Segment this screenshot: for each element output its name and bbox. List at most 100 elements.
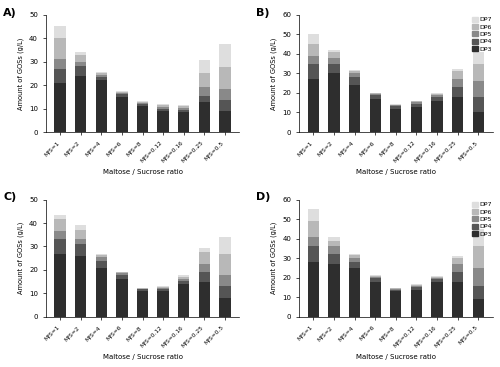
- Bar: [452, 282, 464, 317]
- Bar: [432, 97, 442, 101]
- Bar: [220, 88, 230, 100]
- Bar: [472, 112, 484, 132]
- Bar: [198, 87, 210, 96]
- Bar: [116, 273, 128, 275]
- Bar: [411, 102, 422, 103]
- X-axis label: Maltose / Sucrose ratio: Maltose / Sucrose ratio: [356, 169, 436, 175]
- Bar: [370, 93, 381, 94]
- Bar: [220, 254, 230, 275]
- Bar: [116, 97, 128, 132]
- Bar: [116, 92, 128, 93]
- Bar: [96, 268, 107, 317]
- Bar: [411, 286, 422, 287]
- Bar: [432, 101, 442, 132]
- Bar: [328, 63, 340, 73]
- Bar: [178, 105, 190, 106]
- Bar: [432, 276, 442, 277]
- Text: D): D): [256, 193, 270, 203]
- Bar: [220, 298, 230, 317]
- Bar: [137, 103, 148, 104]
- Bar: [178, 108, 190, 110]
- Bar: [411, 290, 422, 317]
- Bar: [54, 26, 66, 38]
- Bar: [54, 83, 66, 132]
- Bar: [198, 248, 210, 252]
- Bar: [178, 279, 190, 280]
- Bar: [54, 239, 66, 254]
- Bar: [411, 103, 422, 106]
- Legend: DP7, DP6, DP5, DP4, DP3: DP7, DP6, DP5, DP4, DP3: [470, 15, 494, 53]
- Bar: [328, 237, 340, 241]
- Bar: [472, 52, 484, 63]
- X-axis label: Maltose / Sucrose ratio: Maltose / Sucrose ratio: [102, 354, 182, 360]
- Bar: [116, 93, 128, 94]
- Bar: [137, 289, 148, 291]
- Bar: [308, 209, 319, 221]
- Bar: [158, 287, 169, 288]
- Bar: [472, 286, 484, 299]
- Bar: [390, 288, 402, 290]
- Bar: [349, 255, 360, 258]
- Bar: [75, 244, 86, 256]
- Bar: [370, 282, 381, 317]
- Bar: [220, 286, 230, 298]
- Bar: [96, 255, 107, 257]
- Bar: [370, 276, 381, 277]
- Bar: [452, 87, 464, 97]
- Bar: [158, 286, 169, 287]
- Bar: [390, 109, 402, 132]
- Bar: [137, 106, 148, 132]
- Bar: [54, 231, 66, 239]
- Bar: [178, 280, 190, 284]
- Bar: [308, 237, 319, 247]
- Bar: [198, 73, 210, 87]
- Bar: [75, 256, 86, 317]
- Bar: [220, 275, 230, 286]
- Bar: [411, 285, 422, 286]
- Bar: [198, 264, 210, 272]
- Bar: [178, 110, 190, 112]
- Bar: [452, 264, 464, 272]
- Bar: [370, 278, 381, 282]
- Bar: [158, 289, 169, 291]
- Bar: [220, 68, 230, 88]
- Bar: [198, 272, 210, 282]
- Bar: [198, 252, 210, 264]
- Bar: [452, 258, 464, 264]
- Bar: [220, 100, 230, 111]
- Bar: [116, 94, 128, 97]
- Bar: [54, 219, 66, 231]
- Bar: [137, 104, 148, 106]
- Bar: [220, 111, 230, 132]
- Bar: [370, 277, 381, 278]
- X-axis label: Maltose / Sucrose ratio: Maltose / Sucrose ratio: [102, 169, 182, 175]
- Bar: [220, 237, 230, 254]
- Bar: [349, 262, 360, 268]
- Bar: [411, 101, 422, 102]
- Bar: [96, 254, 107, 255]
- Bar: [308, 44, 319, 56]
- Bar: [75, 62, 86, 66]
- Bar: [198, 61, 210, 73]
- Bar: [432, 94, 442, 95]
- Bar: [452, 71, 464, 79]
- Bar: [370, 99, 381, 132]
- X-axis label: Maltose / Sucrose ratio: Maltose / Sucrose ratio: [356, 354, 436, 360]
- Bar: [432, 282, 442, 317]
- Bar: [390, 106, 402, 109]
- Bar: [349, 254, 360, 255]
- Bar: [349, 73, 360, 77]
- Bar: [308, 56, 319, 63]
- Bar: [178, 275, 190, 276]
- Bar: [54, 59, 66, 69]
- Bar: [432, 278, 442, 279]
- Bar: [390, 105, 402, 106]
- Bar: [390, 290, 402, 291]
- Bar: [472, 63, 484, 81]
- Bar: [75, 52, 86, 55]
- Bar: [54, 69, 66, 83]
- Bar: [158, 105, 169, 107]
- Bar: [349, 70, 360, 71]
- Bar: [370, 94, 381, 95]
- Bar: [137, 291, 148, 317]
